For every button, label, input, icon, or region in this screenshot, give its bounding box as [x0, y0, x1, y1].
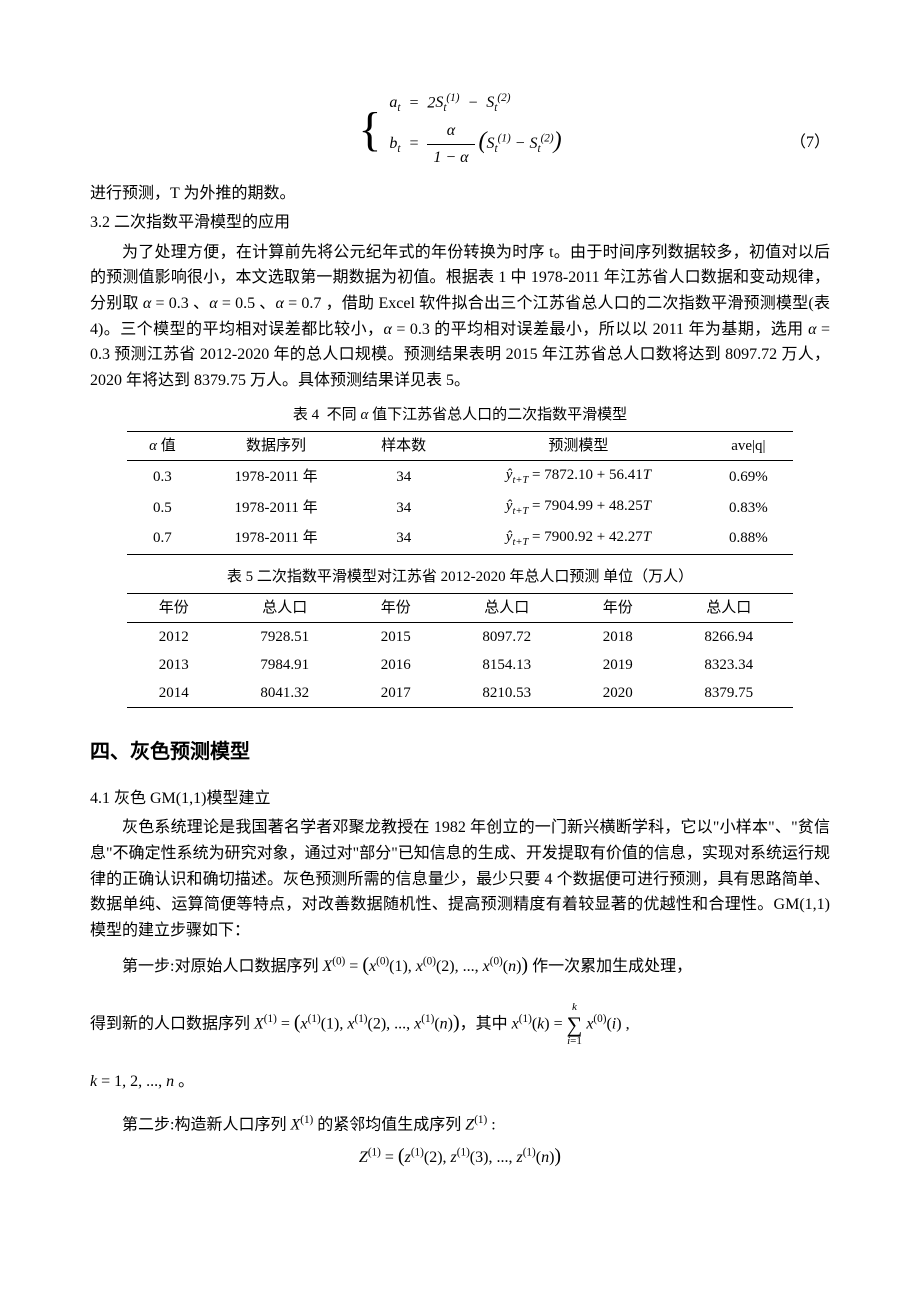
table4-cell: 0.3: [127, 461, 198, 492]
equation-7: { at = 2St(1) − St(2) bt = α 1 − α (St(1…: [90, 80, 830, 181]
table4-cell: ŷt+T = 7872.10 + 56.41T: [453, 461, 704, 492]
table5-cell: 7984.91: [220, 651, 349, 679]
table4-cell: 1978-2011 年: [198, 492, 355, 523]
table4-cell: 34: [354, 492, 453, 523]
table4-header: 预测模型: [453, 432, 704, 461]
section-4-1-heading: 4.1 灰色 GM(1,1)模型建立: [90, 786, 830, 812]
equation-number: （7）: [790, 130, 830, 156]
paragraph: 进行预测，T 为外推的期数。: [90, 181, 830, 207]
table4-cell: 0.69%: [704, 461, 793, 492]
table4-header: 样本数: [354, 432, 453, 461]
table4-header: α 值: [127, 432, 198, 461]
step-1c: k = 1, 2, ..., n 。: [90, 1069, 830, 1095]
table5-cell: 2020: [571, 679, 664, 708]
table5-cell: 8379.75: [664, 679, 793, 708]
table5: 年份 总人口 年份 总人口 年份 总人口 2012 7928.51 2015 8…: [127, 593, 793, 708]
table4: α 值 数据序列 样本数 预测模型 ave|q| 0.3 1978-2011 年…: [127, 431, 793, 554]
table5-cell: 8266.94: [664, 622, 793, 651]
table5-cell: 2015: [349, 622, 442, 651]
table5-caption: 表 5 二次指数平滑模型对江苏省 2012-2020 年总人口预测 单位（万人）: [90, 565, 830, 589]
table4-cell: 1978-2011 年: [198, 461, 355, 492]
paragraph-3-2: 为了处理方便，在计算前先将公元纪年式的年份转换为时序 t。由于时间序列数据较多，…: [90, 240, 830, 394]
step-1b: 得到新的人口数据序列 X(1) = (x(1)(1), x(1)(2), ...…: [90, 999, 830, 1050]
table5-header: 年份: [571, 593, 664, 622]
table5-cell: 8041.32: [220, 679, 349, 708]
table5-header: 总人口: [442, 593, 571, 622]
table4-cell: 1978-2011 年: [198, 523, 355, 554]
section-3-2-heading: 3.2 二次指数平滑模型的应用: [90, 210, 830, 236]
table5-cell: 2016: [349, 651, 442, 679]
table4-caption: 表 4 不同 α 值下江苏省总人口的二次指数平滑模型: [90, 403, 830, 427]
table5-cell: 2018: [571, 622, 664, 651]
table5-cell: 2017: [349, 679, 442, 708]
table5-cell: 2019: [571, 651, 664, 679]
table4-cell: ŷt+T = 7904.99 + 48.25T: [453, 492, 704, 523]
table4-header: ave|q|: [704, 432, 793, 461]
table5-header: 年份: [127, 593, 220, 622]
table5-cell: 2013: [127, 651, 220, 679]
table5-header: 年份: [349, 593, 442, 622]
table4-cell: 0.7: [127, 523, 198, 554]
table4-cell: 34: [354, 461, 453, 492]
table4-cell: 0.5: [127, 492, 198, 523]
step-1: 第一步:对原始人口数据序列 X(0) = (x(0)(1), x(0)(2), …: [90, 949, 830, 981]
table4-header: 数据序列: [198, 432, 355, 461]
step-2-eq: Z(1) = (z(1)(2), z(1)(3), ..., z(1)(n)): [90, 1140, 830, 1172]
table5-cell: 2012: [127, 622, 220, 651]
table5-cell: 7928.51: [220, 622, 349, 651]
table4-cell: 34: [354, 523, 453, 554]
table5-cell: 8323.34: [664, 651, 793, 679]
table4-cell: ŷt+T = 7900.92 + 42.27T: [453, 523, 704, 554]
step-2: 第二步:构造新人口序列 X(1) 的紧邻均值生成序列 Z(1) :: [90, 1112, 830, 1138]
table5-cell: 8154.13: [442, 651, 571, 679]
table5-cell: 2014: [127, 679, 220, 708]
paragraph-4-1: 灰色系统理论是我国著名学者邓聚龙教授在 1982 年创立的一门新兴横断学科，它以…: [90, 815, 830, 943]
table4-cell: 0.83%: [704, 492, 793, 523]
table5-cell: 8097.72: [442, 622, 571, 651]
section-4-heading: 四、灰色预测模型: [90, 736, 830, 768]
table4-cell: 0.88%: [704, 523, 793, 554]
table5-header: 总人口: [664, 593, 793, 622]
table5-cell: 8210.53: [442, 679, 571, 708]
table5-header: 总人口: [220, 593, 349, 622]
